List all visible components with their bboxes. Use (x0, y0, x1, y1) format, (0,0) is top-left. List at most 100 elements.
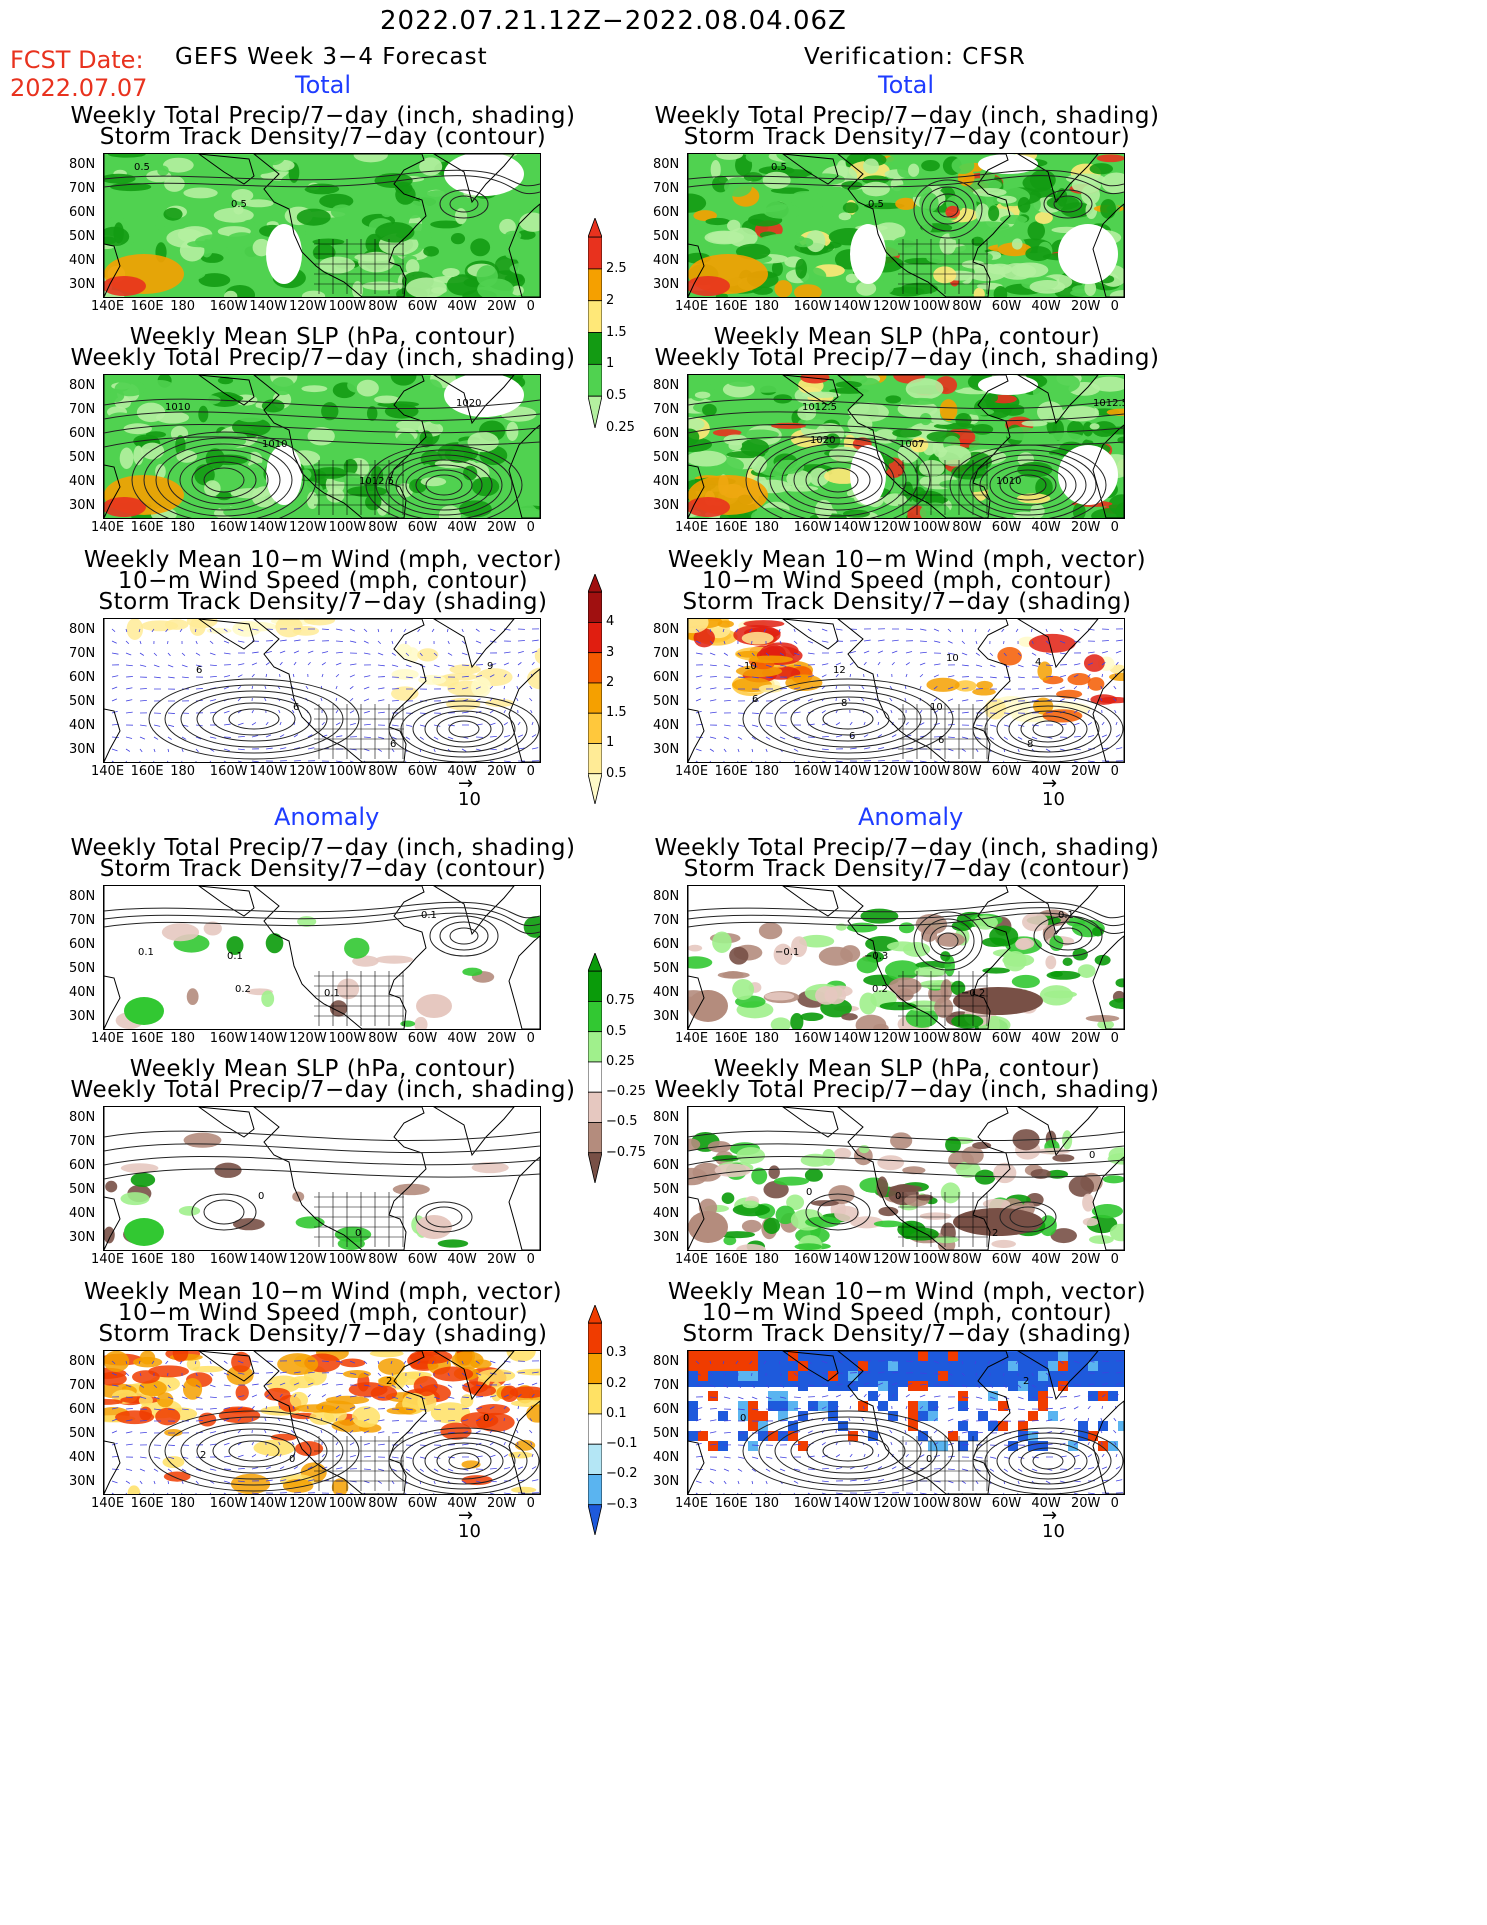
panel-title-line: Weekly Total Precip/7−day (inch, shading… (70, 835, 576, 861)
section-anomaly-left: Anomaly (274, 803, 380, 831)
colorbar-tick-label: 0.5 (606, 1023, 627, 1039)
panel-title-line: Storm Track Density/7−day (shading) (98, 1321, 548, 1347)
lon-tick-label: 80W (952, 299, 982, 314)
lon-tick-label: 160E (130, 1031, 164, 1046)
lon-tick-label: 180 (754, 299, 780, 314)
contour-label: 6 (849, 731, 855, 742)
contour-label: 0 (1089, 1150, 1095, 1161)
map-panel: 1010 1010 1012.5 1020 (103, 374, 541, 519)
lon-tick-label: 120W (873, 299, 911, 314)
lon-tick-label: 140W (833, 299, 872, 314)
lon-tick-label: 140E (675, 764, 709, 779)
lon-tick-label: 0 (526, 520, 535, 535)
panel-title-line: Weekly Total Precip/7−day (inch, shading… (70, 1077, 576, 1103)
colorbar-tick-label: 0.25 (606, 420, 635, 435)
colorbar-tick-label: −0.75 (606, 1144, 646, 1160)
lat-tick-label: 60N (653, 1402, 680, 1417)
lon-tick-label: 40W (447, 1031, 477, 1046)
lon-tick-label: 40W (1031, 1496, 1061, 1511)
lon-tick-label: 100W (912, 1496, 951, 1511)
lon-tick-label: 80W (952, 764, 982, 779)
contour-label: 0 (806, 1187, 812, 1198)
contour-label: −0.1 (775, 947, 799, 958)
lon-tick-label: 60W (407, 1496, 438, 1511)
panel-title-line: 10−m Wind Speed (mph, contour) (701, 568, 1113, 594)
lon-tick-label: 160E (714, 520, 748, 535)
lon-tick-label: 120W (289, 764, 327, 779)
lon-tick-label: 40W (1031, 1252, 1061, 1267)
forecast-title: GEFS Week 3−4 Forecast (175, 44, 488, 70)
contour-label: 4 (1035, 657, 1041, 668)
lat-tick-label: 40N (653, 985, 680, 1000)
lat-tick-label: 70N (69, 402, 96, 417)
lon-tick-label: 0 (1110, 520, 1119, 535)
contour-label: 12 (833, 665, 846, 676)
panel-title-line: Storm Track Density/7−day (shading) (682, 589, 1132, 615)
lon-tick-label: 140E (675, 520, 709, 535)
contour-label: 10 (744, 661, 757, 672)
lat-tick-label: 50N (653, 694, 680, 709)
vector-ref-value: 10 (458, 1521, 481, 1542)
lon-tick-label: 120W (289, 299, 327, 314)
colorbar-tick-label: 4 (606, 614, 615, 630)
contour-label: 1010 (262, 439, 287, 450)
lon-tick-label: 140E (675, 1496, 709, 1511)
lat-tick-label: 60N (69, 1402, 96, 1417)
lat-tick-label: 40N (69, 985, 96, 1000)
colorbar-tick-label: 2 (606, 292, 615, 308)
lon-tick-label: 160W (209, 520, 248, 535)
lon-tick-label: 60W (407, 1252, 438, 1267)
map-panel: −0.3 −0.2 0.1 −0.1 0.2 (687, 885, 1125, 1030)
panel-title-line: Weekly Mean SLP (hPa, contour) (129, 1056, 517, 1082)
lon-tick-label: 160E (714, 1031, 748, 1046)
lat-tick-label: 60N (653, 205, 680, 220)
lat-tick-label: 30N (69, 498, 96, 513)
lat-tick-label: 70N (69, 1378, 96, 1393)
section-anomaly-right: Anomaly (858, 803, 964, 831)
lat-tick-label: 70N (653, 181, 680, 196)
contour-label: 0.2 (872, 984, 888, 995)
lon-tick-label: 140W (249, 1496, 288, 1511)
vector-reference: → 10 (1042, 1505, 1065, 1543)
contour-label: 1012.5 (1093, 398, 1124, 409)
lon-tick-label: 40W (447, 764, 477, 779)
lon-tick-label: 60W (991, 1496, 1022, 1511)
panel-title-line: Storm Track Density/7−day (contour) (99, 856, 547, 882)
lon-tick-label: 140W (249, 764, 288, 779)
contour-label: 10 (946, 653, 959, 664)
lon-tick-label: 160W (793, 1252, 832, 1267)
panel-title-line: Storm Track Density/7−day (shading) (682, 1321, 1132, 1347)
lon-tick-label: 160E (714, 1252, 748, 1267)
colorbar-tick-label: −0.1 (606, 1436, 638, 1452)
lat-tick-label: 80N (653, 157, 680, 172)
lon-tick-label: 0 (1110, 1252, 1119, 1267)
contour-label: 1020 (810, 435, 835, 446)
lat-tick-label: 70N (69, 181, 96, 196)
colorbar-precip_total (587, 216, 603, 429)
lat-tick-label: 80N (653, 1354, 680, 1369)
verification-title: Verification: CFSR (804, 44, 1026, 70)
lat-tick-label: 30N (653, 1474, 680, 1489)
contour-label: 0.5 (771, 162, 787, 173)
lat-tick-label: 70N (653, 1134, 680, 1149)
lat-tick-label: 40N (653, 1450, 680, 1465)
contour-label: 0 (258, 1191, 264, 1202)
colorbar-precip_anom (587, 951, 603, 1184)
contour-label: 0.1 (1058, 910, 1074, 921)
map-panel: 6 6 6 9 (103, 618, 541, 763)
contour-label: 9 (487, 661, 493, 672)
contour-label: 0 (740, 1413, 746, 1424)
lon-tick-label: 120W (873, 1252, 911, 1267)
contour-label: 1007 (899, 439, 924, 450)
lon-tick-label: 80W (952, 1031, 982, 1046)
contour-label: 0 (483, 1413, 489, 1424)
contour-label: 2 (992, 1228, 998, 1239)
lat-tick-label: 60N (653, 1158, 680, 1173)
lon-tick-label: 120W (873, 764, 911, 779)
contour-label: 2 (1023, 1376, 1029, 1387)
lat-tick-label: 30N (69, 277, 96, 292)
lat-tick-label: 40N (69, 1450, 96, 1465)
lon-tick-label: 20W (1071, 764, 1101, 779)
lon-tick-label: 120W (873, 520, 911, 535)
